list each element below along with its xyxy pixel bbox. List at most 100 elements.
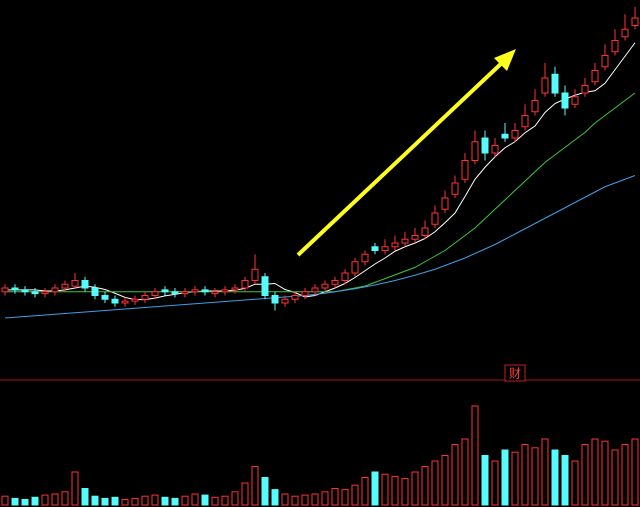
trend-arrow	[296, 58, 507, 257]
volume-bar	[11, 497, 19, 506]
volume-bar	[291, 495, 299, 506]
volume-bar	[301, 494, 309, 506]
volume-bar	[161, 496, 169, 506]
volume-bar	[341, 489, 349, 506]
candle-body	[331, 280, 339, 285]
volume-bar	[131, 497, 139, 506]
candle-body	[271, 295, 279, 304]
candle-body	[281, 298, 289, 304]
volume-bar	[101, 497, 109, 506]
volume-bar	[81, 488, 89, 506]
volume-bar	[531, 447, 539, 506]
candle-body	[321, 283, 329, 289]
volume-bar	[421, 466, 429, 506]
candle-body	[531, 100, 539, 113]
candle-body	[171, 291, 179, 295]
volume-bar	[311, 493, 319, 506]
candle-body	[41, 291, 49, 295]
candle-body	[421, 227, 429, 236]
marker-box	[504, 364, 526, 382]
volume-bar	[1, 495, 9, 506]
volume-bar	[231, 491, 239, 506]
volume-bar	[271, 489, 279, 506]
volume-bar	[581, 444, 589, 506]
candle-body	[631, 17, 639, 26]
candle-body	[211, 291, 219, 295]
moving-average-line	[5, 42, 636, 301]
volume-bar	[561, 455, 569, 506]
candle-body	[111, 298, 119, 304]
volume-bar	[411, 471, 419, 506]
candle-body	[551, 73, 559, 94]
volume-bar	[431, 460, 439, 506]
candle-body	[51, 287, 59, 293]
volume-bar	[471, 405, 479, 506]
candle-body	[101, 295, 109, 300]
volume-bar	[541, 438, 549, 506]
candle-body	[261, 276, 269, 296]
volume-bar	[51, 493, 59, 506]
volume-bar	[381, 473, 389, 506]
candle-body	[221, 289, 229, 293]
candle-body	[601, 55, 609, 68]
candle-body	[561, 92, 569, 109]
candle-body	[411, 235, 419, 240]
candle-body	[291, 295, 299, 300]
volume-bar	[241, 482, 249, 506]
volume-bar	[511, 451, 519, 506]
candle-body	[121, 300, 129, 304]
candle-body	[591, 70, 599, 83]
candle-body	[31, 291, 39, 295]
volume-bar	[261, 477, 269, 506]
candle-body	[191, 289, 199, 293]
candle-body	[611, 40, 619, 53]
volume-bar	[91, 495, 99, 506]
volume-bar	[601, 440, 609, 506]
volume-bar	[351, 484, 359, 506]
candle-body	[501, 133, 509, 139]
moving-average-line	[5, 92, 636, 293]
volume-bar	[621, 444, 629, 506]
candle-body	[431, 212, 439, 225]
candle-body	[511, 130, 519, 139]
volume-bar	[481, 455, 489, 506]
candle-body	[141, 295, 149, 300]
candle-body	[481, 137, 489, 154]
candle-body	[151, 291, 159, 296]
candle-body	[441, 197, 449, 210]
candle-body	[241, 280, 249, 289]
volume-bar	[181, 495, 189, 506]
candle-body	[391, 242, 399, 248]
volume-bar	[21, 499, 29, 506]
arrow-head	[494, 49, 516, 71]
candle-body	[201, 289, 209, 293]
candle-body	[1, 287, 9, 293]
candle-body	[21, 289, 29, 293]
candle-body	[351, 261, 359, 274]
moving-average-line	[4, 175, 636, 319]
candle-body	[131, 298, 139, 302]
volume-bar	[591, 438, 599, 506]
volume-bar	[321, 491, 329, 506]
candle-body	[621, 28, 629, 38]
volume-bar	[371, 471, 379, 506]
volume-bar	[361, 477, 369, 506]
candle-body	[301, 291, 309, 296]
volume-bar	[611, 449, 619, 506]
candle-body	[541, 77, 549, 94]
volume-bar	[461, 438, 469, 506]
volume-bar	[31, 496, 39, 506]
candle-body	[581, 85, 589, 94]
volume-bar	[401, 478, 409, 506]
volume-bar	[221, 495, 229, 506]
candle-body	[341, 272, 349, 281]
candle-body	[491, 145, 499, 154]
volume-bar	[111, 496, 119, 506]
candle-body	[231, 287, 239, 291]
candle-body	[461, 160, 469, 180]
volume-bar	[211, 496, 219, 506]
candle-body	[371, 246, 379, 251]
volume-bar	[451, 444, 459, 506]
